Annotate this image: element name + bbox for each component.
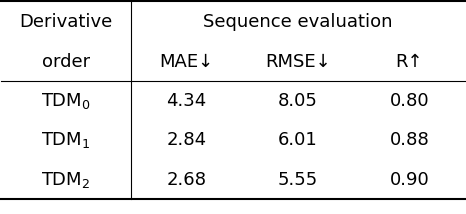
Text: 2.68: 2.68 (166, 171, 206, 189)
Text: TDM$_1$: TDM$_1$ (41, 131, 90, 150)
Text: Sequence evaluation: Sequence evaluation (203, 13, 393, 31)
Text: 6.01: 6.01 (278, 131, 318, 150)
Text: MAE↓: MAE↓ (159, 53, 214, 71)
Text: 0.80: 0.80 (390, 92, 429, 110)
Text: TDM$_2$: TDM$_2$ (41, 170, 90, 190)
Text: R↑: R↑ (396, 53, 424, 71)
Text: order: order (41, 53, 90, 71)
Text: 8.05: 8.05 (278, 92, 318, 110)
Text: TDM$_0$: TDM$_0$ (41, 91, 90, 111)
Text: Derivative: Derivative (19, 13, 112, 31)
Text: 4.34: 4.34 (166, 92, 206, 110)
Text: 0.90: 0.90 (390, 171, 430, 189)
Text: 5.55: 5.55 (278, 171, 318, 189)
Text: 2.84: 2.84 (166, 131, 206, 150)
Text: RMSE↓: RMSE↓ (265, 53, 331, 71)
Text: 0.88: 0.88 (390, 131, 430, 150)
